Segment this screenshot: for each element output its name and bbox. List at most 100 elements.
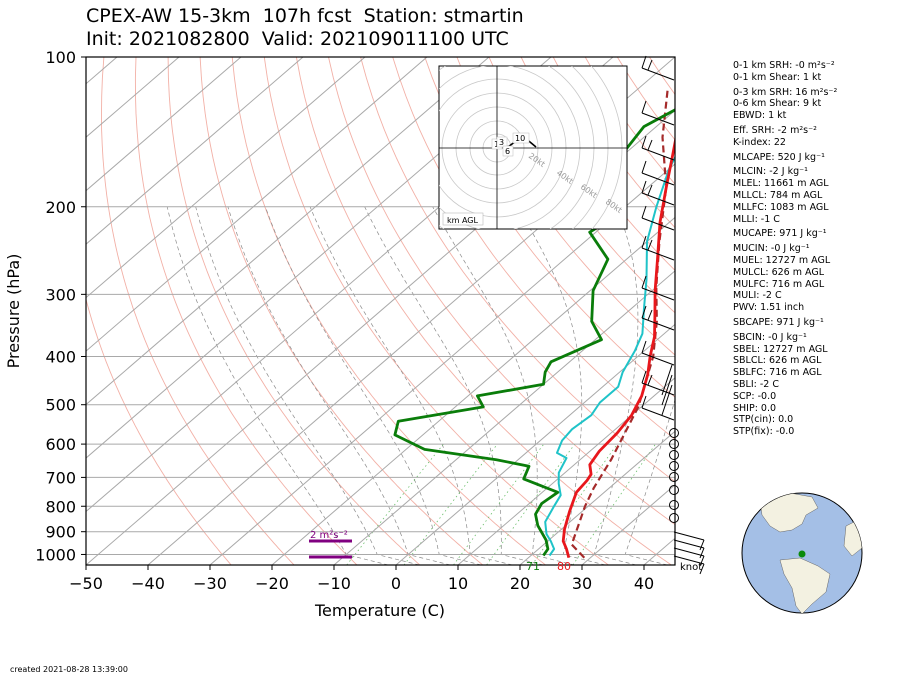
hodograph-height-label: 10	[512, 132, 530, 144]
calm-wind-marker	[669, 485, 679, 495]
x-tick-label: 30	[572, 574, 592, 593]
srh-annotation: 2 m²s⁻²	[309, 530, 352, 559]
wind-barb	[641, 205, 675, 231]
hodograph-frame	[438, 65, 628, 230]
wind-barb	[641, 160, 675, 186]
svg-text:10: 10	[515, 134, 525, 143]
index-line: SBLFC: 716 m AGL	[733, 367, 822, 379]
index-line: SBLI: -2 C	[733, 378, 779, 390]
index-line: SBCIN: -0 J kg⁻¹	[733, 331, 807, 343]
index-line: STP(fix): -0.0	[733, 426, 795, 438]
calm-wind-marker	[669, 450, 679, 460]
isotherm	[271, 216, 675, 565]
wind-barb	[641, 275, 675, 301]
moist-adiabat	[195, 206, 420, 565]
isotherm	[395, 323, 675, 565]
plot-frame	[85, 56, 676, 566]
moist-adiabat	[517, 206, 606, 565]
hodograph-height-label: 3	[496, 136, 508, 148]
x-tick-label: −10	[317, 574, 351, 593]
wind-barb	[673, 555, 705, 575]
y-tick-label: 1000	[35, 545, 76, 564]
x-tick-label: −20	[255, 574, 289, 593]
mixing-ratio-line	[486, 443, 576, 565]
calm-wind-marker	[669, 500, 679, 510]
dry-adiabat	[134, 57, 358, 565]
surface-temp-label: 80	[557, 560, 571, 573]
dry-adiabat	[86, 297, 232, 565]
mixing-ratio-line	[453, 443, 545, 565]
hodograph-units-box: km AGL	[442, 212, 484, 226]
isotherm	[333, 270, 675, 565]
wind-barb	[641, 100, 675, 126]
moist-adiabat	[309, 206, 513, 565]
dry-adiabat	[424, 57, 675, 398]
chart-title: CPEX-AW 15-3km 107h fcst Station: stmart…	[86, 5, 524, 27]
wind-barb	[661, 364, 673, 396]
y-tick-label: 700	[45, 468, 76, 487]
x-tick-label: 0	[391, 574, 401, 593]
wind-barb	[641, 55, 675, 81]
moist-adiabat	[364, 206, 544, 565]
index-line: 0-3 km SRH: 16 m²s⁻²	[733, 86, 838, 98]
wind-barb	[661, 384, 673, 416]
dry-adiabat	[488, 57, 675, 314]
dry-adiabat	[842, 57, 906, 565]
wind-barb	[641, 180, 675, 206]
dry-adiabat	[328, 57, 675, 526]
created-timestamp: created 2021-08-28 13:39:00	[10, 665, 128, 674]
index-line: Eff. SRH: -2 m²s⁻²	[733, 124, 817, 136]
dry-adiabat	[199, 57, 483, 565]
hodograph-height-label: 6	[502, 145, 514, 157]
svg-text:km AGL: km AGL	[447, 216, 479, 225]
index-line: K-index: 22	[733, 136, 786, 148]
isotherm	[86, 57, 366, 299]
barb-units-label: knot	[680, 562, 702, 573]
index-line: MUEL: 12727 m AGL	[733, 254, 831, 266]
moist-adiabat	[265, 206, 482, 565]
x-tick-label: −40	[131, 574, 165, 593]
isotherm	[86, 57, 304, 245]
isotherm	[86, 57, 490, 406]
landmass-south-america	[779, 557, 831, 613]
wind-barb	[673, 531, 705, 551]
index-line: MLLFC: 1083 m AGL	[733, 201, 829, 213]
mixing-ratio-line	[346, 443, 444, 565]
y-tick-label: 600	[45, 435, 76, 454]
wind-barb	[661, 374, 673, 406]
wind-barb	[641, 305, 675, 331]
isotherm	[457, 377, 675, 565]
calm-wind-marker	[669, 439, 679, 449]
x-tick-label: 10	[448, 574, 468, 593]
dry-adiabat	[263, 57, 609, 565]
index-line: MLLI: -1 C	[733, 213, 780, 225]
dry-adiabat	[167, 57, 421, 565]
moist-adiabat	[624, 398, 675, 565]
temperature-profile	[561, 135, 675, 559]
mixing-ratio-line	[572, 443, 656, 565]
index-line: EBWD: 1 kt	[733, 110, 787, 122]
mixing-ratio-line	[403, 443, 498, 565]
index-line: MULCL: 626 m AGL	[733, 266, 825, 278]
svg-text:6: 6	[505, 147, 510, 156]
y-tick-label: 100	[45, 48, 76, 67]
isotherm	[147, 109, 675, 565]
index-line: MULI: -2 C	[733, 290, 782, 302]
y-tick-label: 900	[45, 523, 76, 542]
svg-text:3: 3	[499, 138, 504, 147]
wind-barb	[673, 539, 705, 559]
moist-adiabat	[227, 206, 451, 565]
index-line: MLEL: 11661 m AGL	[733, 178, 829, 190]
index-line: 0-6 km Shear: 9 kt	[733, 98, 822, 110]
index-line: SBCAPE: 971 J kg⁻¹	[733, 316, 824, 328]
wind-barb	[673, 547, 705, 567]
landmass-north-america	[759, 493, 819, 533]
x-tick-label: 20	[510, 574, 530, 593]
index-line: SCP: -0.0	[733, 390, 777, 402]
moist-adiabat	[432, 206, 575, 565]
wind-barb	[641, 395, 675, 421]
index-line: STP(cin): 0.0	[733, 414, 794, 426]
index-line: MLCIN: -2 J kg⁻¹	[733, 166, 808, 178]
